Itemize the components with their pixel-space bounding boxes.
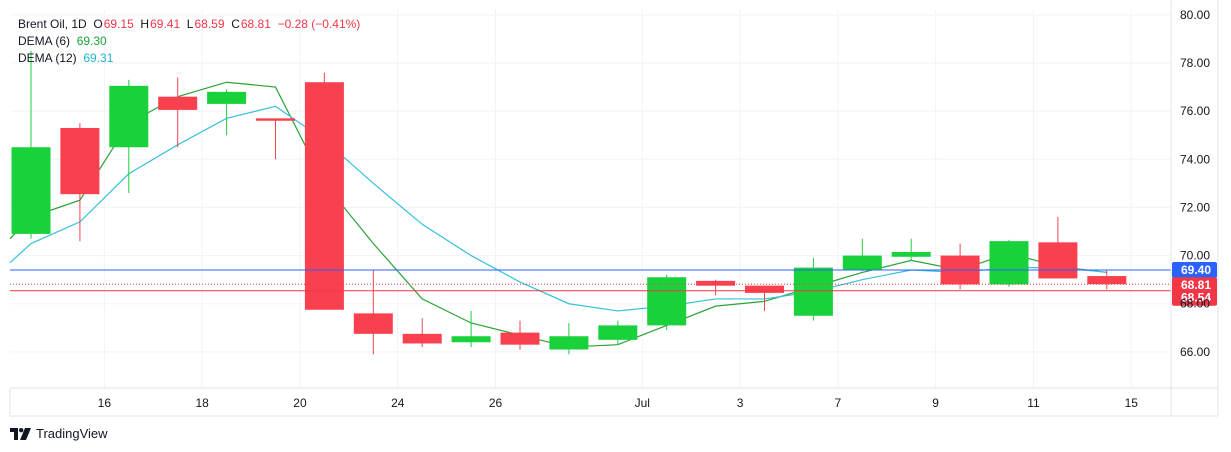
price-label-bg (1172, 277, 1217, 294)
chart-legend: Brent Oil, 1D O69.15 H69.41 L68.59 C68.8… (18, 16, 360, 67)
y-tick-label: 76.00 (1180, 104, 1210, 118)
candle-body (402, 333, 442, 344)
candle-body (256, 118, 295, 121)
dema6-label: DEMA (6) (18, 34, 71, 48)
y-tick-label: 72.00 (1180, 200, 1210, 214)
candle-body (891, 251, 931, 257)
candle-body (353, 313, 393, 334)
open-label: O (93, 17, 103, 31)
candle-body (60, 127, 100, 195)
x-tick-label: 11 (1027, 396, 1040, 410)
price-label: 68.54 (1181, 291, 1211, 305)
tradingview-logo[interactable]: TradingView (10, 426, 108, 441)
dema6-line (9, 81, 1107, 348)
open-value: 69.15 (103, 17, 134, 31)
price-label-bg (1172, 289, 1217, 306)
dema6-legend[interactable]: DEMA (6) 69.30 (18, 33, 360, 50)
tradingview-logo-icon (10, 427, 31, 440)
candle-body (696, 280, 736, 286)
candle-body (109, 85, 149, 148)
dema6-value: 69.30 (76, 34, 107, 48)
price-label-bg (1172, 262, 1217, 279)
price-label: 68.81 (1181, 278, 1211, 292)
y-tick-label: 80.00 (1180, 8, 1210, 22)
high-label: H (140, 17, 150, 31)
dema12-legend[interactable]: DEMA (12) 69.31 (18, 50, 360, 67)
candle-body (745, 285, 784, 293)
low-value: 68.59 (194, 17, 225, 31)
symbol-label[interactable]: Brent Oil, 1D (18, 17, 87, 31)
ohlc-legend: Brent Oil, 1D O69.15 H69.41 L68.59 C68.8… (18, 16, 360, 33)
grid-lines (10, 10, 1171, 388)
close-value: 68.81 (240, 17, 271, 31)
x-tick-label: 9 (932, 396, 939, 410)
axes: 66.00 68.00 70.00 72.00 74.00 76.00 78.00 80.00… (9, 0, 1219, 417)
candle-body (11, 147, 51, 234)
candle-body (1038, 242, 1078, 279)
y-tick-label: 70.00 (1180, 249, 1210, 263)
candle-body (598, 325, 638, 340)
dema12-label: DEMA (12) (18, 51, 77, 65)
dema-series (9, 81, 1107, 348)
dema12-value: 69.31 (83, 51, 114, 65)
y-tick-label: 68.00 (1180, 297, 1210, 311)
candle-body (647, 277, 687, 326)
high-value: 69.41 (150, 17, 181, 31)
x-tick-label: Jul (635, 396, 650, 410)
candle-body (549, 336, 589, 350)
y-tick-label: 78.00 (1180, 56, 1210, 70)
y-tick-label: 66.00 (1180, 345, 1210, 359)
candle-body (793, 267, 833, 316)
price-label: 69.40 (1181, 263, 1211, 277)
low-label: L (186, 17, 194, 31)
candle-body (451, 336, 491, 343)
candle-body (842, 255, 882, 271)
candle-body (158, 96, 198, 110)
candle-body (207, 91, 247, 104)
x-tick-label: 16 (98, 396, 112, 410)
x-tick-label: 3 (737, 396, 744, 410)
x-tick-label: 7 (835, 396, 842, 410)
x-tick-label: 26 (489, 396, 503, 410)
candle-body (500, 332, 540, 345)
y-tick-label: 74.00 (1180, 152, 1210, 166)
close-label: C (231, 17, 240, 31)
x-tick-label: 24 (391, 396, 405, 410)
candles (11, 50, 1127, 355)
candle-body (304, 82, 344, 310)
x-tick-label: 18 (195, 396, 209, 410)
brand-name: TradingView (36, 426, 108, 441)
candle-body (989, 241, 1029, 285)
x-tick-label: 15 (1125, 396, 1139, 410)
change-value: −0.28 (−0.41%) (277, 17, 361, 31)
x-tick-label: 20 (293, 396, 307, 410)
candle-body (1087, 276, 1127, 285)
